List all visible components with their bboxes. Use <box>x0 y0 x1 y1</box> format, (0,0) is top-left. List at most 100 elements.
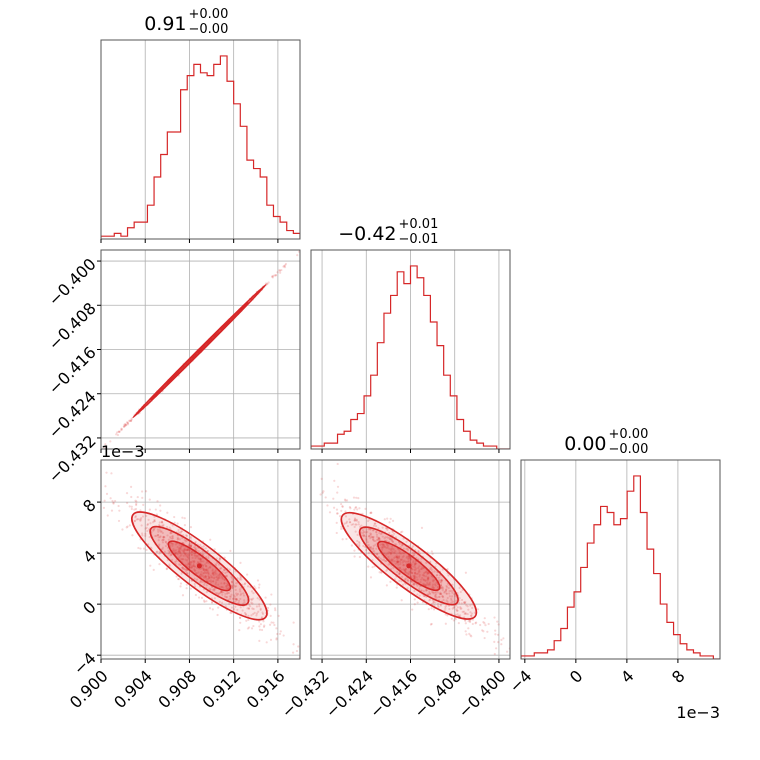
sample-point-1-573 <box>196 560 200 564</box>
histogram-param-0 <box>101 55 300 239</box>
sample-point-1-669 <box>185 548 188 552</box>
sample-point-1-801 <box>244 613 247 617</box>
sample-point-0-531 <box>283 266 287 269</box>
sample-point-1-335 <box>171 536 174 540</box>
sample-point-2-758 <box>455 604 458 607</box>
sample-point-1-848 <box>242 594 246 597</box>
sample-point-1-171 <box>148 535 151 539</box>
sample-point-1-564 <box>195 549 198 552</box>
sample-point-2-1 <box>432 591 435 594</box>
sample-point-1-464 <box>204 575 207 578</box>
sample-point-1-680 <box>159 535 162 538</box>
sample-point-2-667 <box>401 575 404 578</box>
sample-point-1-565 <box>171 537 174 540</box>
sample-point-1-813 <box>221 591 224 594</box>
sample-point-1-307 <box>170 535 174 538</box>
sample-point-1-492 <box>228 568 231 571</box>
sample-point-1-373 <box>109 497 112 500</box>
sample-point-1-577 <box>276 632 279 636</box>
sample-point-1-534 <box>237 602 241 605</box>
sample-point-2-76 <box>448 589 451 593</box>
sample-point-2-594 <box>397 560 400 564</box>
sample-point-2-224 <box>340 527 343 531</box>
sample-point-2-381 <box>385 546 388 549</box>
sample-point-0-106 <box>130 419 133 422</box>
sample-point-1-402 <box>205 564 208 568</box>
sample-point-1-702 <box>130 507 133 511</box>
sample-point-1-173 <box>160 530 163 533</box>
sample-point-1-755 <box>146 529 149 533</box>
sample-point-2-146 <box>413 553 416 556</box>
sample-point-2-531 <box>437 576 440 579</box>
sample-point-2-787 <box>389 538 392 541</box>
sample-point-1-354 <box>157 530 160 533</box>
sample-point-1-327 <box>197 596 201 599</box>
sample-point-1-658 <box>188 562 191 566</box>
sample-point-1-155 <box>189 564 192 567</box>
param-title-plus-2: +0.00 <box>609 427 649 442</box>
sample-point-1-295 <box>159 504 162 507</box>
sample-point-2-782 <box>445 599 448 602</box>
sample-point-1-629 <box>248 603 251 606</box>
sample-point-2-644 <box>353 549 356 552</box>
sample-point-2-485 <box>432 608 436 611</box>
sample-point-1-274 <box>193 569 196 572</box>
sample-point-2-673 <box>432 601 435 604</box>
sample-point-1-206 <box>208 587 211 590</box>
contour-peak-0 <box>196 348 202 354</box>
sample-point-2-899 <box>433 591 436 594</box>
sample-point-1-191 <box>243 583 246 586</box>
param-title-plus-1: +0.01 <box>399 217 439 232</box>
sample-point-2-666 <box>364 507 367 510</box>
sample-point-1-549 <box>155 534 158 537</box>
sample-point-1-839 <box>259 608 262 611</box>
sample-point-2-804 <box>463 601 466 604</box>
param-title-value-2: 0.00 <box>564 433 606 455</box>
sample-point-1-364 <box>200 570 203 574</box>
sample-point-1-85 <box>207 574 210 578</box>
sample-point-1-302 <box>250 627 254 630</box>
sample-point-2-342 <box>405 547 408 550</box>
sample-point-1-66 <box>255 605 259 608</box>
sample-point-1-845 <box>158 550 161 553</box>
sample-point-1-567 <box>177 528 180 532</box>
sample-point-1-115 <box>169 532 172 535</box>
sample-point-2-148 <box>449 589 453 593</box>
sample-point-1-810 <box>208 579 211 583</box>
sample-point-2-511 <box>398 542 401 545</box>
sample-point-1-108 <box>212 577 216 580</box>
sample-point-2-394 <box>469 634 472 637</box>
sample-point-1-64 <box>213 587 216 590</box>
sample-point-2-400 <box>413 598 416 601</box>
sample-point-1-558 <box>172 548 175 551</box>
sample-point-2-424 <box>428 590 431 593</box>
sample-point-1-745 <box>139 509 142 512</box>
sample-point-2-205 <box>344 499 347 502</box>
sample-point-2-15 <box>445 592 449 595</box>
sample-point-1-360 <box>156 500 159 503</box>
sample-point-1-619 <box>201 574 204 577</box>
sample-point-1-183 <box>185 559 189 562</box>
sample-point-1-300 <box>144 532 147 535</box>
sample-point-1-236 <box>218 592 222 595</box>
sample-point-2-717 <box>431 583 435 586</box>
sample-point-1-747 <box>199 543 202 547</box>
sample-point-2-70 <box>422 578 425 581</box>
sample-point-0-819 <box>267 281 270 284</box>
sample-point-1-237 <box>270 621 273 624</box>
sample-point-0-482 <box>117 430 121 433</box>
sample-point-1-834 <box>172 550 175 553</box>
sample-point-2-712 <box>413 576 416 580</box>
sample-point-1-794 <box>156 528 160 531</box>
sample-point-1-219 <box>189 537 192 540</box>
sample-point-2-63 <box>440 592 443 595</box>
sample-point-1-217 <box>173 549 176 552</box>
sample-point-1-887 <box>194 569 197 572</box>
sample-point-2-681 <box>388 551 392 554</box>
sample-point-1-580 <box>258 639 261 642</box>
sample-point-1-545 <box>138 518 141 521</box>
sample-point-2-557 <box>432 599 435 603</box>
sample-point-2-585 <box>395 560 399 563</box>
sample-point-1-692 <box>194 547 198 550</box>
sample-point-2-534 <box>381 546 384 549</box>
